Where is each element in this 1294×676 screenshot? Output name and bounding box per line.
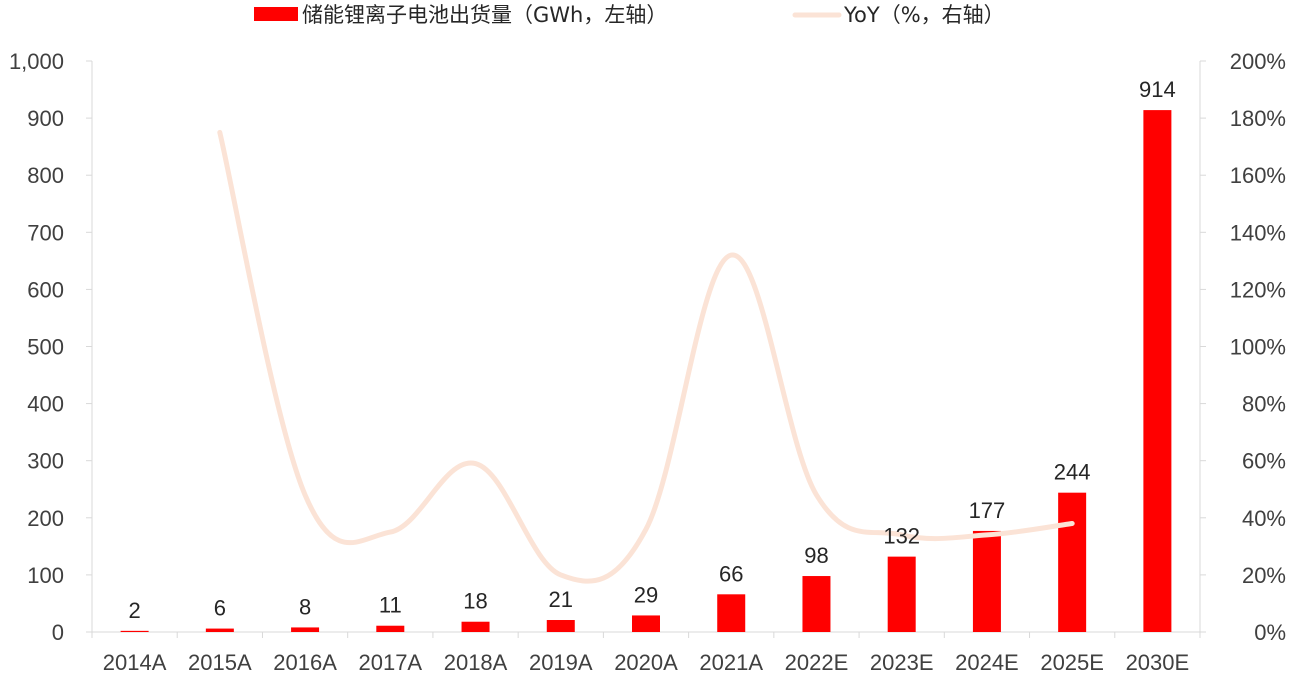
x-tick-label: 2023E	[870, 650, 934, 675]
x-tick-label: 2015A	[188, 650, 252, 675]
legend-label-shipments: 储能锂离子电池出货量（GWh，左轴）	[302, 3, 667, 27]
bar	[632, 615, 660, 632]
x-tick-label: 2020A	[614, 650, 678, 675]
bar-value-label: 2	[128, 598, 140, 623]
x-tick-label: 2016A	[273, 650, 337, 675]
bar-value-label: 98	[804, 543, 828, 568]
bar-value-label: 18	[463, 589, 487, 614]
x-tick-label: 2014A	[103, 650, 167, 675]
legend: 储能锂离子电池出货量（GWh，左轴） YoY（%，右轴）	[254, 3, 1005, 27]
left-tick-label: 500	[27, 335, 64, 360]
right-tick-label: 140%	[1230, 220, 1286, 245]
left-tick-label: 1,000	[9, 49, 64, 74]
bar-value-label: 66	[719, 561, 743, 586]
right-tick-label: 100%	[1230, 335, 1286, 360]
x-tick-label: 2021A	[699, 650, 763, 675]
bar	[120, 630, 149, 632]
bar-series	[120, 110, 1172, 632]
left-tick-label: 900	[27, 106, 64, 131]
legend-swatch-shipments	[254, 7, 298, 21]
bar	[972, 530, 1001, 632]
x-tick-label: 2024E	[955, 650, 1019, 675]
bar	[887, 556, 916, 632]
right-tick-label: 40%	[1242, 506, 1286, 531]
bar-value-label: 8	[299, 594, 311, 619]
bar-value-label: 132	[883, 524, 920, 549]
bar-value-label: 914	[1139, 77, 1176, 102]
x-tick-label: 2018A	[444, 650, 508, 675]
bar	[291, 627, 320, 632]
right-tick-label: 200%	[1230, 49, 1286, 74]
axes: 0 100 200 300 400 500 600 700 800 900 1,000 0% 20% 40…	[9, 49, 1286, 675]
bar-value-label: 11	[379, 593, 402, 618]
x-tick-label: 2030E	[1126, 650, 1190, 675]
left-tick-label: 700	[27, 220, 64, 245]
x-tick-label: 2019A	[529, 650, 593, 675]
right-tick-label: 0%	[1254, 620, 1286, 645]
right-tick-label: 180%	[1230, 106, 1286, 131]
x-tick-label: 2025E	[1040, 650, 1104, 675]
left-tick-label: 800	[27, 163, 64, 188]
bar-value-label: 6	[214, 596, 226, 621]
right-tick-label: 80%	[1242, 392, 1286, 417]
legend-label-yoy: YoY（%，右轴）	[843, 3, 1005, 27]
right-tick-label: 20%	[1242, 563, 1286, 588]
bar	[376, 625, 405, 632]
left-tick-label: 300	[27, 449, 64, 474]
x-tick-label: 2022E	[785, 650, 849, 675]
bar	[546, 620, 575, 632]
left-tick-label: 200	[27, 506, 64, 531]
left-tick-label: 0	[52, 620, 64, 645]
left-tick-label: 400	[27, 392, 64, 417]
bar-value-label: 21	[549, 587, 573, 612]
right-tick-label: 160%	[1230, 163, 1286, 188]
bar-value-label: 177	[969, 498, 1006, 523]
bar	[1143, 110, 1172, 632]
bar	[717, 594, 746, 632]
x-tick-label: 2017A	[358, 650, 422, 675]
bar	[802, 576, 831, 632]
bar	[205, 628, 234, 632]
bar	[1058, 492, 1087, 632]
yoy-line-series	[217, 129, 1075, 584]
bar-value-label: 244	[1054, 460, 1091, 485]
data-labels: 2 6 8 11 18 21 29 66 98 132 177 244 914	[128, 77, 1175, 623]
yoy-line	[217, 129, 1075, 584]
right-tick-label: 60%	[1242, 449, 1286, 474]
bar-value-label: 29	[634, 582, 658, 607]
bar	[461, 621, 490, 632]
left-tick-label: 600	[27, 277, 64, 302]
left-tick-label: 100	[27, 563, 64, 588]
right-tick-label: 120%	[1230, 277, 1286, 302]
